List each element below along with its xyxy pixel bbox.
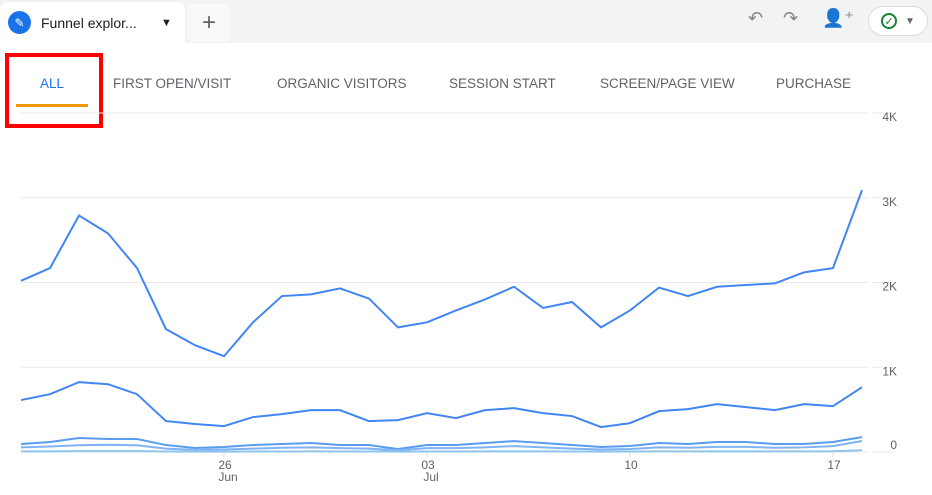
series-line-0 xyxy=(20,189,863,358)
x-tick-day: 03 xyxy=(421,458,435,472)
exploration-tab[interactable]: ✎ Funnel explor... ▼ xyxy=(0,2,185,43)
tab-all[interactable]: ALL xyxy=(40,76,65,91)
series-line-3 xyxy=(20,439,863,452)
tab-organic-visitors[interactable]: ORGANIC VISITORS xyxy=(277,76,407,91)
tab-first-open-visit[interactable]: FIRST OPEN/VISIT xyxy=(113,76,232,91)
x-tick-day: 17 xyxy=(827,458,841,472)
caret-down-icon[interactable]: ▼ xyxy=(161,16,172,29)
share-user-icon[interactable]: 👤⁺ xyxy=(822,8,854,28)
pencil-icon[interactable]: ✎ xyxy=(8,11,31,34)
y-tick-label: 1K xyxy=(882,364,897,378)
caret-down-icon: ▼ xyxy=(905,15,915,27)
series-line-2 xyxy=(20,436,863,451)
plus-icon: + xyxy=(201,9,216,36)
series-line-1 xyxy=(20,381,863,429)
undo-icon[interactable]: ↶ xyxy=(748,8,764,28)
x-tick-month: Jul xyxy=(423,470,438,484)
status-button[interactable]: ✓ ▼ xyxy=(868,6,928,36)
tab-screen-page-view[interactable]: SCREEN/PAGE VIEW xyxy=(600,76,735,91)
x-tick-month: Jun xyxy=(218,470,237,484)
y-tick-label: 3K xyxy=(882,195,897,209)
y-tick-label: 0 xyxy=(890,438,897,452)
x-tick-day: 10 xyxy=(624,458,638,472)
exploration-tab-title[interactable]: Funnel explor... xyxy=(41,14,137,31)
series-line-4 xyxy=(21,449,863,453)
check-circle-icon: ✓ xyxy=(881,13,898,29)
tab-purchase[interactable]: PURCHASE xyxy=(776,76,852,91)
redo-icon[interactable]: ↷ xyxy=(783,8,799,28)
x-tick-day: 26 xyxy=(218,458,232,472)
add-tab-button[interactable]: + xyxy=(187,4,231,42)
y-tick-label: 2K xyxy=(882,280,897,294)
y-tick-label: 4K xyxy=(882,110,897,124)
highlight-box xyxy=(5,53,103,128)
active-tab-indicator xyxy=(16,104,88,107)
tab-session-start[interactable]: SESSION START xyxy=(449,76,556,91)
